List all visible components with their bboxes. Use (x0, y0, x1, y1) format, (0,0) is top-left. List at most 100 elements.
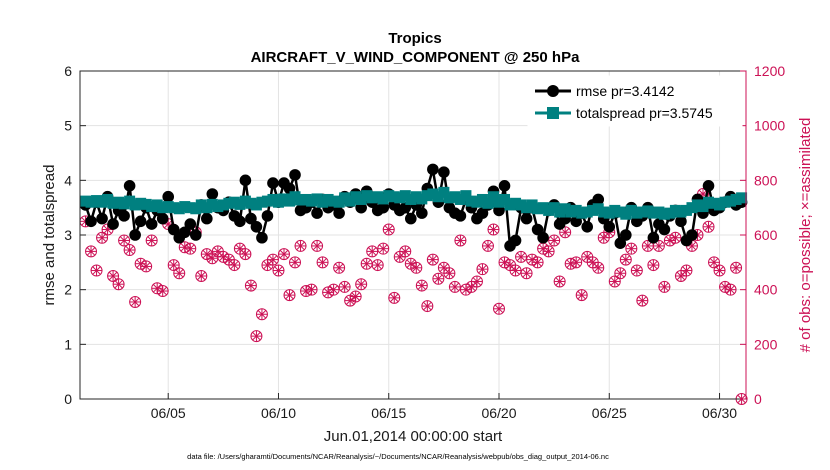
legend-spread-label: totalspread pr=3.5745 (576, 105, 713, 121)
obs-assimilated-point (322, 286, 334, 298)
totalspread-point (565, 206, 577, 218)
obs-assimilated-point (372, 259, 384, 271)
obs-assimilated-point (339, 281, 351, 293)
totalspread-point (543, 204, 555, 216)
totalspread-point (460, 190, 472, 202)
obs-assimilated-point (96, 232, 108, 244)
totalspread-point (355, 193, 367, 205)
totalspread-point (96, 196, 108, 208)
obs-assimilated-point (730, 262, 742, 274)
rmse-point (404, 212, 417, 225)
obs-assimilated-point (146, 234, 158, 246)
totalspread-point (140, 198, 152, 210)
obs-assimilated-point (669, 232, 681, 244)
obs-assimilated-point (311, 240, 323, 252)
totalspread-point (487, 191, 499, 203)
obs-assimilated-point (157, 285, 169, 297)
rmse-point (289, 169, 301, 181)
obs-assimilated-point (140, 260, 152, 272)
obs-assimilated-point (708, 256, 720, 268)
x-tick-label: 06/20 (481, 405, 516, 421)
obs-assimilated-point (554, 275, 566, 287)
chart-subtitle: AIRCRAFT_V_WIND_COMPONENT @ 250 hPa (251, 49, 581, 66)
totalspread-point (212, 201, 224, 213)
totalspread-point (118, 198, 130, 210)
totalspread-point (438, 186, 450, 198)
rmse-point (206, 188, 219, 200)
totalspread-point (609, 204, 621, 216)
totalspread-point (190, 203, 202, 215)
rmse-point (537, 231, 549, 244)
obs-assimilated-point (559, 226, 571, 238)
totalspread-point (493, 196, 505, 208)
rmse-point (531, 223, 544, 236)
y2-tick-label: 0 (754, 391, 762, 407)
y2-tick-label: 1000 (754, 118, 785, 134)
obs-assimilated-point (333, 262, 345, 274)
totalspread-point (195, 199, 207, 211)
totalspread-point (691, 199, 703, 211)
y-tick-label: 4 (64, 172, 72, 188)
totalspread-point (432, 191, 444, 203)
totalspread-point (405, 193, 417, 205)
totalspread-point (124, 195, 136, 207)
rmse-point (658, 223, 671, 236)
obs-assimilated-point (510, 265, 522, 277)
obs-assimilated-point (284, 289, 296, 301)
rmse-point (333, 207, 345, 219)
totalspread-point (311, 193, 323, 205)
totalspread-point (184, 202, 196, 214)
totalspread-point (570, 204, 582, 216)
totalspread-point (714, 199, 726, 211)
rmse-point (614, 237, 627, 249)
totalspread-point (625, 204, 637, 216)
totalspread-point (581, 206, 593, 218)
rmse-point (498, 180, 511, 192)
totalspread-point (317, 196, 329, 208)
totalspread-point (465, 195, 477, 207)
y-tick-label: 5 (64, 118, 72, 134)
y2-axis-label: # of obs: o=possible; ×=assimilated (797, 118, 814, 353)
totalspread-point (278, 193, 290, 205)
obs-assimilated-point (658, 281, 670, 293)
totalspread-point (256, 196, 268, 208)
totalspread-point (113, 196, 125, 208)
legend-box (527, 75, 743, 127)
obs-assimilated-point (184, 243, 196, 255)
totalspread-point (250, 199, 262, 211)
totalspread-point (454, 193, 466, 205)
rmse-point (118, 210, 130, 222)
totalspread-point (206, 198, 218, 210)
obs-assimilated-point (267, 254, 279, 266)
y-tick-label: 6 (64, 63, 72, 79)
totalspread-point (647, 207, 659, 219)
totalspread-point (267, 193, 279, 205)
totalspread-point (322, 193, 334, 205)
obs-assimilated-point (306, 284, 318, 296)
obs-assimilated-point (680, 265, 692, 277)
totalspread-point (151, 199, 163, 211)
totalspread-point (217, 199, 229, 211)
totalspread-point (708, 197, 720, 209)
rmse-point (184, 218, 197, 230)
rmse-point (134, 215, 147, 228)
obs-assimilated-point (388, 292, 400, 304)
totalspread-point (449, 191, 461, 203)
totalspread-point (482, 197, 494, 209)
totalspread-point (703, 196, 715, 208)
obs-assimilated-point (361, 258, 373, 270)
x-tick-label: 06/25 (592, 405, 627, 421)
totalspread-point (162, 201, 174, 213)
obs-assimilated-point (118, 234, 130, 246)
y2-axis-ticks: 0 200 400 600 800 1000 1200 (740, 63, 785, 407)
obs-assimilated-point (664, 234, 676, 246)
totalspread-point (350, 191, 362, 203)
data-file-footnote: data file: /Users/gharamti/Documents/NCA… (187, 452, 609, 461)
totalspread-point (306, 195, 318, 207)
rmse-point (520, 212, 533, 225)
obs-assimilated-point (107, 270, 119, 282)
totalspread-point (664, 207, 676, 219)
totalspread-point (239, 195, 251, 207)
rmse-point (261, 210, 274, 222)
rmse-point (129, 229, 141, 241)
